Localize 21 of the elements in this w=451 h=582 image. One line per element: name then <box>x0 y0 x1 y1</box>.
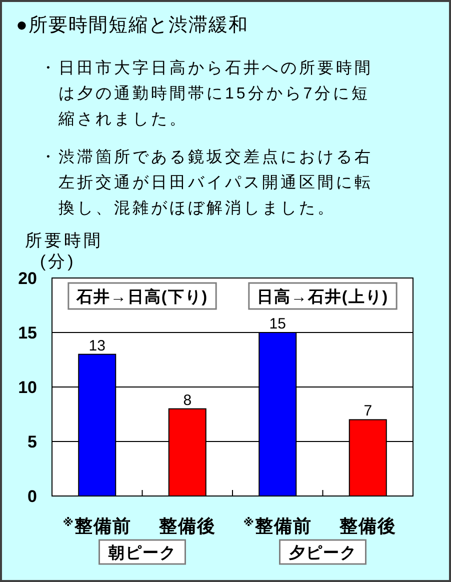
y-tick-label: 15 <box>18 323 37 342</box>
data-label: 13 <box>88 337 106 354</box>
y-tick-label: 5 <box>28 432 37 452</box>
x-tick-label: 整備後 <box>338 516 396 536</box>
x-tick-label: 整備後 <box>158 516 216 536</box>
y-axis-title: 所要時間(分) <box>25 231 103 271</box>
data-label: 8 <box>183 392 192 409</box>
y-tick-label: 20 <box>18 268 37 288</box>
annotation: 石井→日高(下り) <box>75 287 208 306</box>
x-tick-label: $^{※}$整備前 <box>243 516 312 536</box>
x-tick-label: $^{※}$整備前 <box>62 516 132 536</box>
text: ・日田市大字日高から石井への所要時間は夕の通勤時間帯に15分から7分に短縮されました。 <box>40 59 373 128</box>
data-label: 15 <box>269 316 286 332</box>
y-tick-label: 0 <box>28 486 37 506</box>
text: 朝ピーク <box>107 544 176 562</box>
data-label: 7 <box>364 402 372 420</box>
y-tick-label: 10 <box>18 378 37 397</box>
annotation: 日高→石井(上り) <box>256 287 389 306</box>
text: ・渋滞箇所である鏡坂交差点における右左折交通が日田バイパス開通区間に転換し、混雑がほぼ解消しました。 <box>40 148 373 217</box>
chart-title: ●所要時間短縮と渋滞緩和 <box>16 15 248 36</box>
text: 夕ピーク <box>288 544 357 562</box>
